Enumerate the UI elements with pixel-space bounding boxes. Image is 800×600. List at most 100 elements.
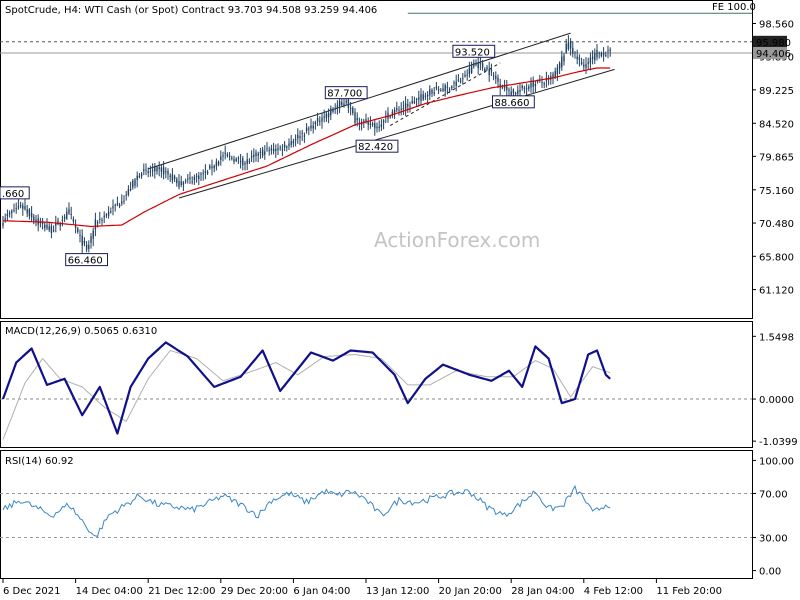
candle-body: [481, 63, 484, 68]
price-labels: .660 66.460 87.700 82.420 93.520 88.660: [0, 44, 535, 267]
candle-body: [297, 134, 299, 139]
candle-body: [552, 73, 554, 78]
price-lines: FE 100.0: [0, 2, 756, 199]
candle-body: [121, 201, 123, 204]
candle-body: [63, 216, 66, 219]
last-price-tag-label: 94.406: [756, 49, 791, 60]
header-symbol: SpotCrude,: [5, 5, 61, 16]
candle-body: [79, 235, 81, 237]
candle-body: [127, 188, 130, 196]
candle-body: [314, 122, 317, 125]
candle-body: [145, 169, 147, 171]
candle-body: [305, 127, 308, 132]
candle-body: [583, 64, 585, 67]
candle-body: [484, 68, 486, 72]
header-ohlc: 93.703 94.508 93.259 94.406: [228, 5, 378, 16]
candle-body: [528, 86, 530, 89]
candle-body: [129, 189, 132, 191]
candle-body: [486, 67, 488, 70]
candle-body: [90, 236, 92, 243]
time-tick-label: 20 Jan 20:00: [439, 586, 502, 597]
candle-body: [231, 157, 233, 160]
candle-body: [374, 123, 376, 129]
candle-body: [138, 176, 141, 178]
candle-body: [334, 108, 336, 110]
candle-body: [255, 152, 257, 157]
candle-body: [74, 225, 77, 228]
candle-body: [30, 213, 33, 218]
candle-body: [288, 143, 290, 147]
candle-body: [451, 86, 453, 89]
candle-body: [171, 174, 174, 181]
candle-body: [24, 206, 26, 210]
candle-body: [347, 99, 350, 109]
candle-body: [156, 166, 158, 172]
candle-body: [136, 175, 138, 180]
candle-body: [110, 211, 112, 213]
candle-body: [167, 171, 169, 175]
candle-body: [182, 182, 185, 185]
candle-body: [178, 180, 180, 188]
candle-body: [380, 124, 383, 128]
candle-body: [308, 128, 310, 130]
candle-body: [107, 211, 110, 216]
candle-body: [118, 204, 121, 207]
candle-body: [198, 175, 200, 179]
candle-body: [426, 94, 429, 97]
candle-body: [585, 63, 587, 68]
rsi-panel-frame: [0, 450, 753, 579]
rsi-tick-label: 70.00: [759, 489, 788, 500]
annotation-box: [355, 139, 399, 153]
candle-body: [266, 148, 268, 150]
candle-body: [211, 166, 213, 169]
annotation-box: [492, 95, 535, 109]
candle-body: [132, 180, 134, 188]
price-tick-label: 61.120: [759, 286, 794, 297]
candle-body: [404, 103, 407, 109]
candle-body: [413, 101, 416, 103]
candle-body: [437, 88, 440, 91]
candle-body: [473, 62, 475, 67]
high-price-tag: [753, 35, 787, 48]
candle-body: [523, 87, 526, 89]
candle-body: [371, 123, 374, 125]
time-tick-label: 6 Dec 2021: [3, 586, 61, 597]
candle-body: [283, 144, 286, 148]
candle-body: [587, 62, 589, 64]
candle-body: [303, 135, 306, 137]
candle-body: [442, 88, 444, 91]
candle-body: [563, 55, 565, 62]
candle-body: [400, 108, 402, 110]
candle-body: [55, 222, 57, 226]
candle-body: [279, 147, 281, 149]
candle-body: [88, 244, 90, 250]
price-tick-label: 65.800: [759, 252, 794, 263]
candle-body: [125, 194, 127, 196]
candle-body: [233, 159, 235, 162]
price-candles: [2, 35, 611, 254]
candle-body: [70, 214, 72, 216]
candle-body: [508, 89, 510, 91]
candle-body: [123, 200, 125, 202]
candle-body: [173, 176, 176, 179]
candle-body: [77, 228, 79, 233]
candle-body: [224, 152, 226, 154]
candle-body: [602, 52, 605, 56]
candle-body: [193, 177, 196, 180]
candle-body: [525, 88, 528, 90]
candle-body: [338, 101, 341, 106]
candle-body: [488, 69, 490, 76]
annotation-label: 82.420: [358, 142, 393, 153]
candle-body: [569, 40, 572, 49]
candle-body: [213, 165, 215, 169]
candle-body: [470, 66, 473, 73]
candle-body: [440, 90, 442, 92]
candle-body: [290, 141, 292, 145]
candle-body: [354, 112, 356, 124]
candle-body: [162, 167, 165, 175]
candle-body: [492, 75, 495, 77]
candle-body: [558, 63, 561, 69]
candle-body: [431, 90, 433, 94]
candle-body: [244, 163, 246, 165]
candle-body: [4, 218, 6, 220]
